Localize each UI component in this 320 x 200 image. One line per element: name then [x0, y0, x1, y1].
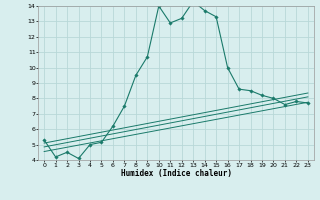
X-axis label: Humidex (Indice chaleur): Humidex (Indice chaleur) [121, 169, 231, 178]
